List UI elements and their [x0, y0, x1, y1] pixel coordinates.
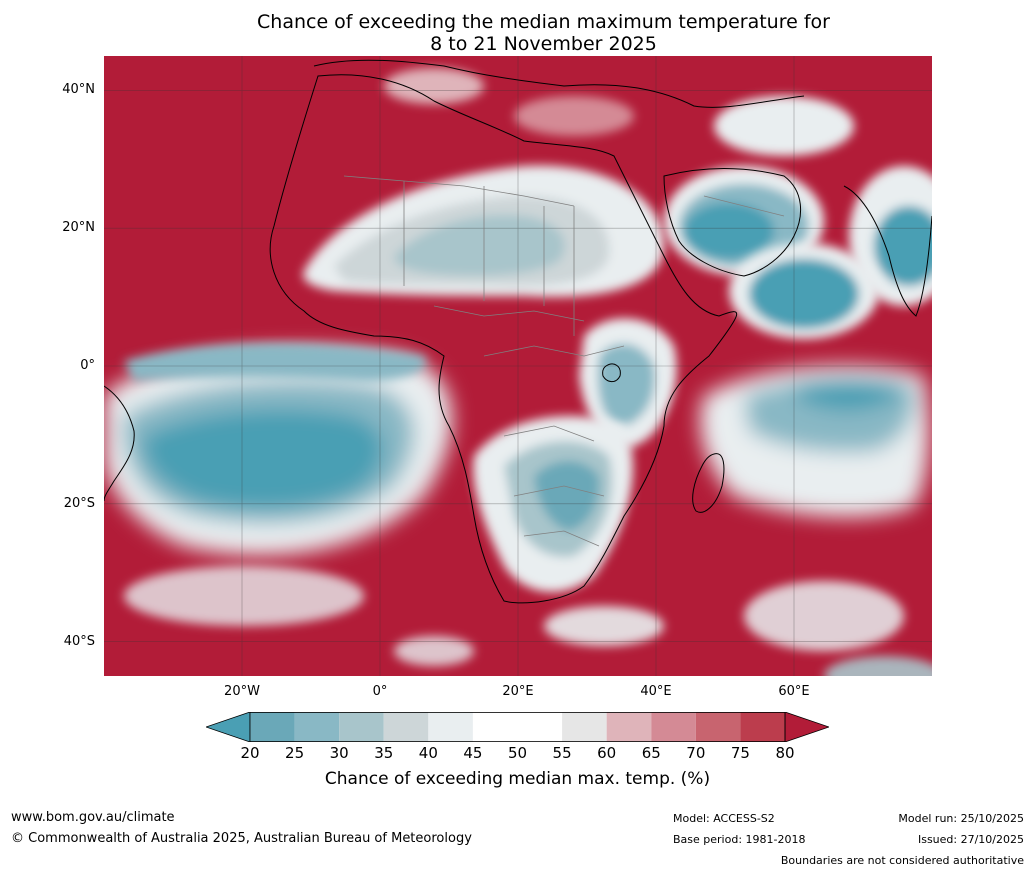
- colorbar-segment: [517, 712, 563, 742]
- coastlines: [104, 59, 932, 604]
- colorbar-tick-label: 40: [418, 744, 438, 762]
- indian-ocean-region: [700, 365, 930, 517]
- africa-coastline: [269, 74, 737, 604]
- colorbar-segment: [294, 712, 340, 742]
- chart-title-line2: 8 to 21 November 2025: [430, 33, 657, 55]
- colorbar-tick-label: 80: [775, 744, 795, 762]
- arabia-coastline: [663, 168, 802, 277]
- southern-africa-region: [473, 416, 633, 593]
- south-america-coastline: [104, 385, 135, 502]
- colorbar-segment: [472, 712, 518, 742]
- colorbar-segment: [695, 712, 741, 742]
- footer-website: www.bom.gov.au/climate: [11, 810, 175, 825]
- colorbar-tick-label: 20: [240, 744, 260, 762]
- footer-issued: Issued: 27/10/2025: [917, 833, 1024, 846]
- lake-victoria: [602, 363, 621, 383]
- colorbar-tick-label: 60: [597, 744, 617, 762]
- south-atlantic-region: [104, 348, 452, 556]
- probability-map: [104, 56, 932, 676]
- madagascar-coastline: [692, 453, 725, 513]
- lat-label-40n: 40°N: [62, 82, 95, 97]
- lat-label-20s: 20°S: [63, 496, 95, 511]
- colorbar-segment: [606, 712, 652, 742]
- graticule: [104, 56, 932, 676]
- colorbar-tick-label: 55: [552, 744, 572, 762]
- colorbar-tick-label: 50: [507, 744, 528, 762]
- arabian-sea-region: [729, 243, 879, 339]
- colorbar-label: Chance of exceeding median max. temp. (%…: [324, 769, 711, 789]
- lon-label-0: 0°: [372, 684, 388, 699]
- lat-label-equator: 0°: [80, 358, 95, 373]
- colorbar-segment: [383, 712, 429, 742]
- southern-ocean-patches: [124, 566, 932, 676]
- colorbar-segment: [250, 712, 295, 742]
- footer-copyright: © Commonwealth of Australia 2025, Austra…: [11, 831, 472, 846]
- mediterranean-patches: [384, 68, 854, 156]
- footer-model: Model: ACCESS-S2: [673, 812, 775, 825]
- colorbar-tick-label: 70: [686, 744, 706, 762]
- colorbar-tick-label: 35: [374, 744, 394, 762]
- colorbar-extend-high: [784, 712, 829, 742]
- colorbar-tick-label: 30: [329, 744, 349, 762]
- india-coastline: [843, 185, 932, 317]
- lon-label-20w: 20°W: [224, 684, 260, 699]
- colorbar: [206, 712, 829, 742]
- colorbar-tick-label: 65: [641, 744, 661, 762]
- colorbar-segment: [428, 712, 473, 742]
- colorbar-segment: [339, 712, 384, 742]
- footer-model-run: Model run: 25/10/2025: [898, 812, 1024, 825]
- lon-label-60e: 60°E: [778, 684, 810, 699]
- colorbar-tick-label: 25: [285, 744, 305, 762]
- footer-base-period: Base period: 1981-2018: [673, 833, 806, 846]
- chart-title-line1: Chance of exceeding the median maximum t…: [257, 11, 830, 33]
- colorbar-segment: [740, 712, 785, 742]
- colorbar-tick-label: 75: [730, 744, 750, 762]
- colorbar-segment: [562, 712, 607, 742]
- lon-label-20e: 20°E: [502, 684, 534, 699]
- lat-label-40s: 40°S: [63, 634, 95, 649]
- colorbar-extend-low: [206, 712, 251, 742]
- footer-disclaimer: Boundaries are not considered authoritat…: [780, 854, 1024, 867]
- lat-label-20n: 20°N: [62, 220, 95, 235]
- colorbar-tick-label: 45: [463, 744, 483, 762]
- colorbar-segment: [651, 712, 696, 742]
- colorbar-outline: [249, 712, 786, 742]
- country-borders: [343, 175, 785, 547]
- equatorial-atlantic-region: [124, 343, 426, 381]
- europe-coastline: [313, 59, 805, 108]
- lon-label-40e: 40°E: [640, 684, 672, 699]
